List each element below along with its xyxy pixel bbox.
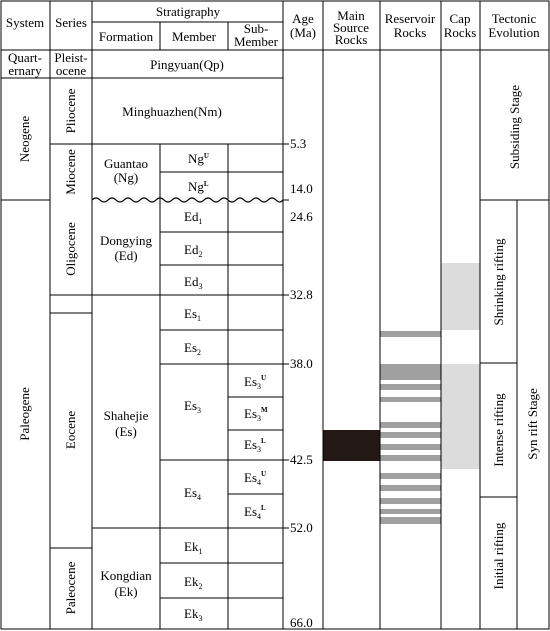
- header-tectonic-line1: Tectonic: [492, 11, 537, 26]
- formation-pingyuan: Pingyuan(Qp): [150, 57, 224, 72]
- system-quaternary-line2: ernary: [8, 63, 42, 78]
- reservoir-band: [380, 397, 441, 402]
- tectonic-shrinking-rifting: Shrinking rifting: [491, 238, 506, 326]
- member-ed3: Ed3: [184, 274, 202, 291]
- system-quaternary-line1: Quart-: [8, 50, 42, 65]
- reservoir-band: [380, 422, 441, 428]
- header-submember-line2: Member: [234, 34, 279, 49]
- header-member: Member: [172, 29, 217, 44]
- member-es3: Es3: [184, 398, 201, 415]
- formation-dongying-line2: (Ed): [114, 248, 137, 263]
- formation-kongdian-line2: (Ek): [114, 584, 137, 599]
- series-eocene: Eocene: [63, 411, 78, 449]
- system-paleogene: Paleogene: [17, 387, 32, 441]
- reservoir-band: [380, 485, 441, 491]
- formation-shahejie-line1: Shahejie: [104, 408, 149, 423]
- age-label: 52.0: [290, 520, 313, 535]
- series-miocene: Miocene: [63, 149, 78, 195]
- cap-rock-interval: [441, 263, 480, 330]
- reservoir-rock-bands: [380, 331, 441, 524]
- series-paleocene: Paleocene: [63, 561, 78, 614]
- age-label: 42.5: [290, 452, 313, 467]
- header-stratigraphy: Stratigraphy: [156, 4, 221, 19]
- submember-es3-lower: Es3L: [244, 437, 266, 454]
- tectonic-syn-rift-stage: Syn rift Stage: [525, 388, 540, 460]
- member-ed2: Ed2: [184, 242, 202, 259]
- formation-dongying-line1: Dongying: [100, 233, 153, 248]
- reservoir-band: [380, 509, 441, 514]
- tectonic-subsiding-stage: Subsiding Stage: [507, 85, 522, 169]
- unconformity-wavy-line: [91, 197, 284, 203]
- age-label: 24.6: [290, 209, 313, 224]
- member-ng-lower: NgL: [188, 179, 209, 194]
- cap-rock-interval: [441, 364, 480, 469]
- reservoir-band: [380, 517, 441, 524]
- reservoir-band: [380, 444, 441, 450]
- age-label: 5.3: [290, 136, 306, 151]
- header-tectonic-line2: Evolution: [488, 25, 540, 40]
- age-label: 66.0: [290, 615, 313, 630]
- header-cap-line1: Cap: [450, 11, 471, 26]
- age-label: 14.0: [290, 181, 313, 196]
- submember-es4-upper: Es4U: [244, 470, 266, 487]
- tectonic-initial-rifting: Initial rifting: [491, 522, 506, 589]
- main-source-rock-interval: [323, 430, 380, 461]
- header-source-line1: Main: [337, 8, 365, 23]
- submember-es3-middle: Es3M: [244, 406, 268, 423]
- header-age-line2: (Ma): [290, 25, 316, 40]
- header-formation: Formation: [99, 29, 154, 44]
- reservoir-band: [380, 364, 441, 380]
- member-es4: Es4: [184, 485, 201, 502]
- member-ek3: Ek3: [184, 606, 202, 623]
- reservoir-band: [380, 432, 441, 438]
- member-ed1: Ed1: [184, 209, 202, 226]
- formation-shahejie-line2: (Es): [115, 424, 137, 439]
- member-es1: Es1: [184, 306, 201, 323]
- header-reservoir-line1: Reservoir: [385, 11, 436, 26]
- age-label: 38.0: [290, 356, 313, 371]
- series-oligocene: Oligocene: [63, 222, 78, 276]
- system-neogene: Neogene: [17, 116, 32, 162]
- member-ek2: Ek2: [184, 574, 202, 591]
- formation-kongdian-line1: Kongdian: [100, 568, 152, 583]
- member-ek1: Ek1: [184, 539, 202, 556]
- series-pleistocene-line1: Pleist-: [54, 50, 87, 65]
- reservoir-band: [380, 498, 441, 504]
- formation-guantao-line1: Guantao: [104, 156, 148, 171]
- submember-es4-lower: Es4L: [244, 504, 266, 521]
- reservoir-band: [380, 473, 441, 479]
- cap-rock-intervals: [441, 263, 480, 469]
- reservoir-band: [380, 384, 441, 390]
- header-series: Series: [55, 15, 87, 30]
- reservoir-band: [380, 331, 441, 337]
- series-pliocene: Pliocene: [63, 88, 78, 133]
- reservoir-band: [380, 455, 441, 461]
- header-system: System: [6, 15, 44, 30]
- header-age-line1: Age: [292, 11, 314, 26]
- member-ng-upper: NgU: [188, 151, 209, 166]
- header-reservoir-line2: Rocks: [394, 25, 427, 40]
- member-es2: Es2: [184, 340, 201, 357]
- series-pleistocene-line2: ocene: [56, 63, 87, 78]
- submember-es3-upper: Es3U: [244, 374, 266, 391]
- formation-guantao-line2: (Ng): [114, 170, 139, 185]
- header-cap-line2: Rocks: [444, 25, 477, 40]
- age-label: 32.8: [290, 287, 313, 302]
- tectonic-intense-rifting: Intense rifting: [491, 393, 506, 467]
- formation-minghuazhen: Minghuazhen(Nm): [122, 104, 222, 119]
- header-submember-line1: Sub-: [244, 21, 269, 36]
- header-source-line2: Source: [333, 20, 369, 35]
- header-source-line3: Rocks: [335, 32, 368, 47]
